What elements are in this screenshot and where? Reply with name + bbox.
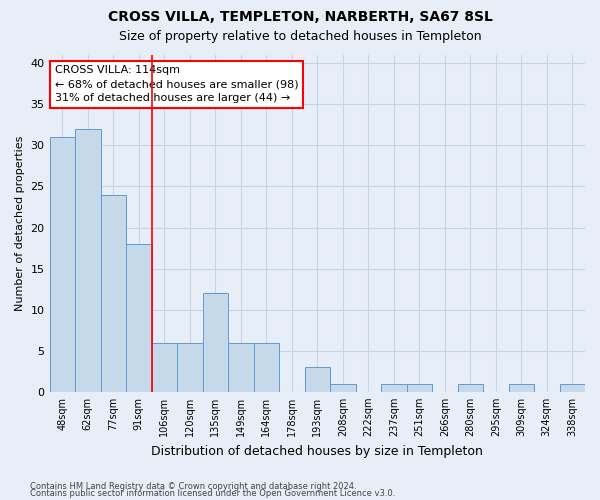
Bar	[509, 384, 534, 392]
Bar	[305, 367, 330, 392]
Text: Contains HM Land Registry data © Crown copyright and database right 2024.: Contains HM Land Registry data © Crown c…	[30, 482, 356, 491]
Bar	[330, 384, 356, 392]
Bar	[254, 342, 279, 392]
Text: CROSS VILLA, TEMPLETON, NARBERTH, SA67 8SL: CROSS VILLA, TEMPLETON, NARBERTH, SA67 8…	[107, 10, 493, 24]
Bar	[381, 384, 407, 392]
X-axis label: Distribution of detached houses by size in Templeton: Distribution of detached houses by size …	[151, 444, 483, 458]
Bar	[152, 342, 177, 392]
Bar	[407, 384, 432, 392]
Text: Contains public sector information licensed under the Open Government Licence v3: Contains public sector information licen…	[30, 490, 395, 498]
Bar	[50, 137, 75, 392]
Bar	[126, 244, 152, 392]
Bar	[177, 342, 203, 392]
Text: Size of property relative to detached houses in Templeton: Size of property relative to detached ho…	[119, 30, 481, 43]
Bar	[458, 384, 483, 392]
Bar	[75, 129, 101, 392]
Y-axis label: Number of detached properties: Number of detached properties	[15, 136, 25, 311]
Bar	[228, 342, 254, 392]
Text: CROSS VILLA: 114sqm
← 68% of detached houses are smaller (98)
31% of detached ho: CROSS VILLA: 114sqm ← 68% of detached ho…	[55, 65, 299, 103]
Bar	[203, 293, 228, 392]
Bar	[560, 384, 585, 392]
Bar	[101, 194, 126, 392]
